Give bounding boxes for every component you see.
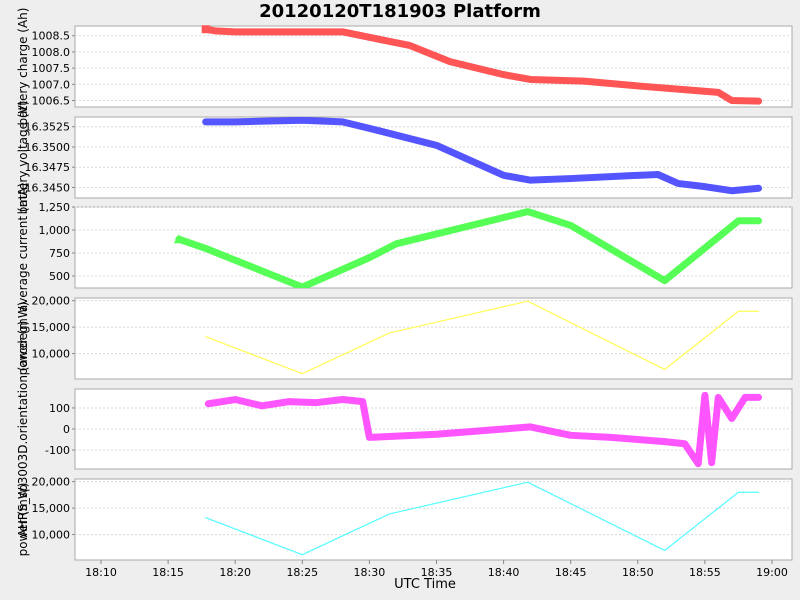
y-tick-label: 1007.0 <box>32 78 71 91</box>
y-axis-label: battery charge (Ah) <box>16 8 30 126</box>
data-series <box>205 481 760 556</box>
x-tick-label: 18:15 <box>152 566 184 579</box>
data-series <box>175 208 763 288</box>
y-tick-label: 1008.5 <box>32 30 71 43</box>
y-tick-label: 10,000 <box>32 348 71 361</box>
x-tick-label: 19:00 <box>756 566 788 579</box>
y-tick-label: 1008.0 <box>32 46 71 59</box>
y-tick-label: 1006.5 <box>32 95 71 108</box>
y-tick-label: 16.3475 <box>25 161 71 174</box>
y-tick-label: 15,000 <box>32 502 71 515</box>
y-tick-label: 20,000 <box>32 295 71 308</box>
y-axis-label: power (mW) <box>16 483 30 557</box>
x-tick-label: 18:45 <box>555 566 587 579</box>
y-tick-label: 1,250 <box>39 201 71 214</box>
x-tick-label: 18:30 <box>354 566 386 579</box>
y-tick-label: 100 <box>49 402 70 415</box>
y-axis-label: power (mW) <box>16 302 30 376</box>
data-series <box>202 117 763 195</box>
y-axis-label: average current (mA) <box>16 183 30 312</box>
x-tick-label: 18:10 <box>85 566 117 579</box>
subplot-5: -100 0 100 AHRS_sp3003D.orientation (arcdeg… <box>16 321 793 538</box>
y-tick-label: 15,000 <box>32 321 71 334</box>
y-tick-label: 0 <box>63 423 70 436</box>
y-tick-label: 16.3450 <box>25 181 71 194</box>
y-tick-label: 10,000 <box>32 529 71 542</box>
y-tick-label: 750 <box>49 247 70 260</box>
y-tick-label: 1007.5 <box>32 62 71 75</box>
subplot-3: 500 750 1,000 1,250 average current (mA) <box>16 183 793 312</box>
y-axis-label: battery voltage (V) <box>16 101 30 215</box>
data-series <box>205 300 760 375</box>
data-series <box>202 26 763 105</box>
chart-title: 20120120T181903 Platform <box>259 1 541 22</box>
y-tick-label: 500 <box>49 270 70 283</box>
y-tick-label: -100 <box>45 444 70 457</box>
y-tick-label: 1,000 <box>39 224 71 237</box>
data-series <box>204 391 763 468</box>
x-axis-label: UTC Time <box>394 577 456 592</box>
y-tick-label: 16.3500 <box>25 141 71 154</box>
y-tick-label: 20,000 <box>32 476 71 489</box>
y-axis-label: AHRS_sp3003D.orientation (arcdeg) <box>16 321 30 538</box>
x-tick-label: 18:55 <box>689 566 721 579</box>
x-tick-label: 18:25 <box>286 566 318 579</box>
x-tick-label: 18:40 <box>488 566 520 579</box>
x-tick-label: 18:20 <box>219 566 251 579</box>
x-tick-label: 18:35 <box>421 566 453 579</box>
x-tick-label: 18:50 <box>622 566 654 579</box>
y-tick-label: 16.3525 <box>25 121 71 134</box>
